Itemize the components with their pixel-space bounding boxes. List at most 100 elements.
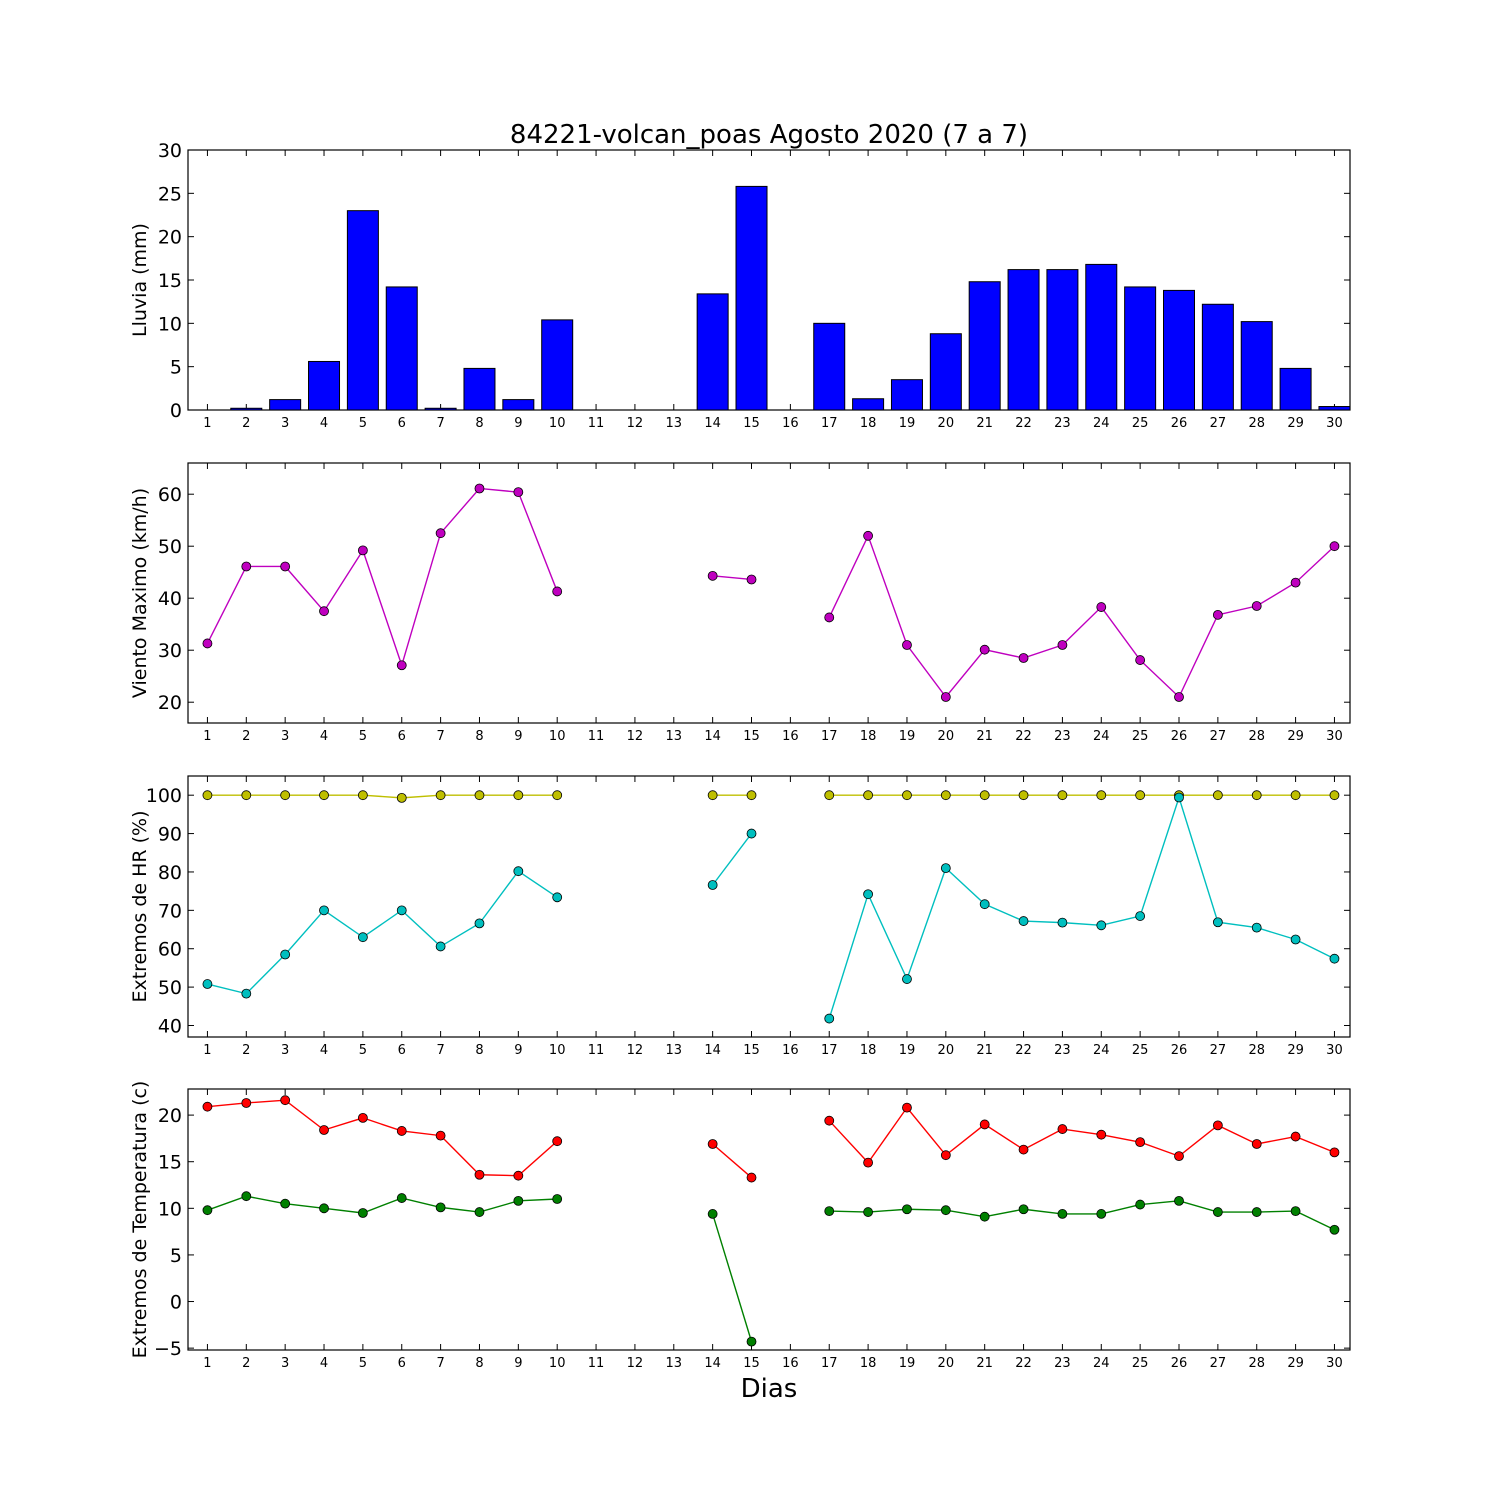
temp-min-point [1135, 1199, 1146, 1210]
temp-min-point [824, 1206, 835, 1217]
rain-ytick-label: 5 [170, 357, 182, 379]
temp-min-point [396, 1193, 407, 1203]
hr-max-point [863, 790, 874, 801]
rain-bar [1163, 289, 1196, 411]
temp-min-point [707, 1209, 718, 1219]
temperature-xtick-label: 27 [1210, 1356, 1227, 1371]
rain-bar [696, 293, 729, 411]
temp-min-point [1174, 1195, 1184, 1206]
temperature-xtick-label: 14 [704, 1356, 721, 1371]
temp-min-point [1096, 1209, 1107, 1219]
humidity-xtick-label: 23 [1054, 1043, 1071, 1058]
temp-min-point [863, 1207, 874, 1217]
humidity-xtick-label: 28 [1248, 1043, 1265, 1058]
temperature-ytick-label: −5 [154, 1338, 182, 1360]
humidity-xtick-label: 11 [588, 1043, 605, 1058]
hr-max-line [207, 794, 558, 799]
wind-max-line [828, 533, 1335, 699]
temp-min-line [711, 1213, 753, 1342]
temperature-xtick-label: 23 [1054, 1356, 1071, 1371]
temperature-xtick-label: 24 [1093, 1356, 1110, 1371]
humidity-ytick-label: 90 [158, 824, 182, 846]
hr-min-point [319, 905, 329, 916]
hr-min-point [241, 988, 252, 999]
temperature-ytick-label: 5 [170, 1245, 182, 1267]
humidity-xtick-label: 29 [1287, 1043, 1304, 1058]
rain-xtick-label: 1 [203, 416, 211, 431]
humidity-xtick-label: 2 [242, 1043, 250, 1058]
rain-bar [1201, 303, 1234, 411]
rain-xtick-label: 6 [398, 416, 406, 431]
wind-xtick-label: 26 [1171, 729, 1188, 744]
rain-ytick-label: 15 [158, 270, 182, 292]
humidity-xtick-label: 6 [398, 1043, 406, 1058]
wind-max-point [1290, 577, 1301, 588]
rain-bar [1085, 263, 1118, 411]
temperature-xtick-label: 28 [1248, 1356, 1265, 1371]
rain-bar [269, 399, 302, 411]
hr-max-point [979, 790, 990, 801]
temp-max-point [474, 1169, 485, 1180]
rain-xtick-label: 28 [1248, 416, 1265, 431]
hr-min-point [474, 918, 485, 929]
humidity-xtick-label: 15 [743, 1043, 760, 1058]
temp-min-point [202, 1205, 213, 1216]
wind-xtick-label: 24 [1093, 729, 1110, 744]
humidity-ytick-label: 40 [158, 1015, 182, 1037]
rain-bar [424, 407, 457, 411]
wind-xtick-label: 12 [627, 729, 644, 744]
rain-xtick-label: 3 [281, 416, 289, 431]
wind-max-point [241, 561, 252, 572]
rain-bar [1046, 269, 1079, 411]
humidity-xtick-label: 25 [1132, 1043, 1149, 1058]
hr-min-point [1290, 934, 1301, 945]
temperature-xtick-label: 4 [320, 1356, 328, 1371]
humidity-xtick-label: 10 [549, 1043, 566, 1058]
temperature-xtick-label: 30 [1326, 1356, 1343, 1371]
hr-min-point [1329, 953, 1340, 964]
wind-axes-frame [187, 462, 1351, 724]
humidity-xtick-label: 4 [320, 1043, 328, 1058]
rain-xtick-label: 23 [1054, 416, 1071, 431]
temp-max-point [902, 1102, 912, 1113]
wind-max-point [202, 638, 213, 649]
rain-y-axis-label: Lluvia (mm) [129, 223, 151, 337]
rain-xtick-label: 29 [1287, 416, 1304, 431]
wind-xtick-label: 4 [320, 729, 328, 744]
humidity-xtick-label: 12 [627, 1043, 644, 1058]
temp-max-point [435, 1130, 446, 1141]
rain-xtick-label: 16 [782, 416, 799, 431]
wind-max-point [435, 528, 446, 539]
temperature-xtick-label: 12 [627, 1356, 644, 1371]
hr-max-point [707, 790, 718, 801]
rain-bar [346, 210, 379, 411]
wind-xtick-label: 13 [666, 729, 683, 744]
wind-max-point [1174, 692, 1184, 702]
humidity-ytick-label: 60 [158, 939, 182, 961]
hr-min-point [1212, 917, 1223, 928]
humidity-ytick-label: 50 [158, 977, 182, 999]
temperature-xtick-label: 18 [860, 1356, 877, 1371]
wind-ytick-label: 40 [158, 588, 182, 610]
hr-max-point [241, 790, 252, 801]
rain-ytick-label: 25 [158, 183, 182, 205]
temperature-xtick-label: 21 [976, 1356, 993, 1371]
rain-xtick-label: 20 [938, 416, 955, 431]
temp-min-point [513, 1195, 524, 1206]
wind-xtick-label: 21 [976, 729, 993, 744]
hr-max-point [1251, 790, 1262, 801]
temp-max-point [202, 1101, 213, 1112]
hr-max-point [513, 790, 524, 801]
hr-max-point [435, 790, 446, 801]
hr-min-point [396, 905, 407, 916]
humidity-xtick-label: 5 [359, 1043, 367, 1058]
temp-min-point [1251, 1207, 1262, 1217]
temp-min-point [241, 1191, 252, 1202]
wind-max-point [396, 660, 407, 671]
wind-xtick-label: 9 [514, 729, 522, 744]
rain-bar [1007, 269, 1040, 411]
rain-bar [813, 322, 846, 411]
temperature-ytick-label: 10 [158, 1198, 182, 1220]
